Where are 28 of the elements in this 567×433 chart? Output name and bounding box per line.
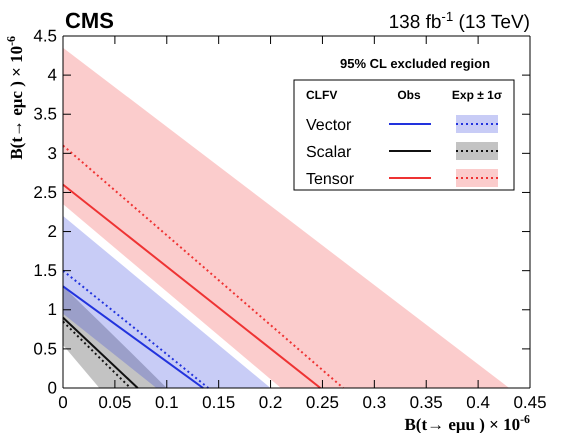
chart-title: CMS (65, 8, 114, 33)
annotation: Exp ± 1σ (452, 88, 502, 102)
x-tick-label: 0.25 (306, 393, 339, 412)
annotation: Obs (397, 88, 421, 102)
x-tick-label: 0.45 (513, 393, 547, 412)
x-tick-label: 0.4 (466, 393, 490, 412)
x-tick-label: 0.35 (410, 393, 443, 412)
y-tick-label: 2.5 (33, 182, 57, 202)
legend-label: Scalar (306, 144, 352, 161)
y-tick-label: 1.5 (33, 261, 57, 280)
chart-subtitle: 138 fb$^{-1}$ (13 TeV) (388, 8, 530, 33)
y-tick-label: 2 (48, 222, 57, 241)
y-tick-label: 4.5 (33, 26, 57, 46)
legend-label: Tensor (306, 171, 355, 188)
x-tick-label: 0.15 (202, 393, 236, 412)
y-tick-label: 0 (48, 378, 57, 398)
x-tick-label: 0.2 (258, 393, 282, 412)
y-tick-label: 0.5 (33, 339, 57, 358)
legend-title: CLFV (306, 88, 338, 102)
y-tick-label: 3.5 (33, 104, 57, 124)
annotation: 95% CL excluded region (340, 56, 490, 71)
y-tick-label: 4 (48, 66, 57, 85)
legend-label: Vector (306, 117, 352, 134)
x-tick-label: 0.1 (154, 393, 179, 412)
x-tick-label: 0.3 (362, 393, 386, 412)
y-tick-label: 1 (48, 300, 57, 320)
x-tick-label: 0.05 (98, 393, 132, 412)
y-tick-label: 3 (48, 144, 57, 163)
